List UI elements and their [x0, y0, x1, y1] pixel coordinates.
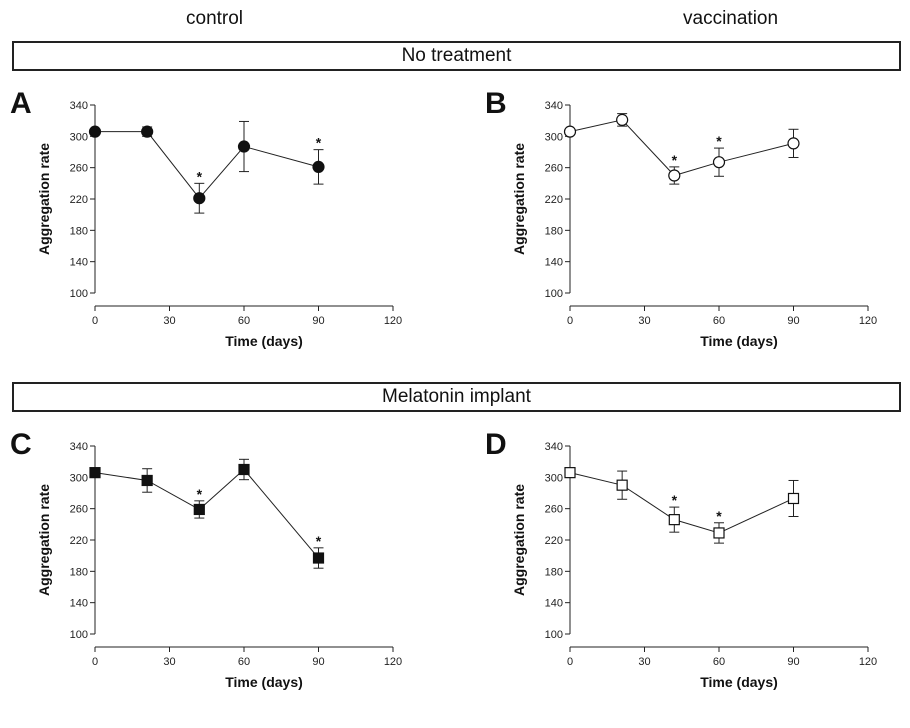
y-tick-label: 300 [545, 131, 563, 143]
y-tick-label: 100 [70, 629, 88, 641]
y-tick-label: 140 [545, 598, 563, 610]
y-tick-label: 100 [545, 629, 563, 641]
data-point [789, 493, 799, 503]
y-tick-label: 300 [70, 131, 88, 143]
data-point [194, 504, 204, 514]
significance-star: * [672, 492, 678, 508]
data-point [90, 126, 101, 137]
y-tick-label: 220 [545, 194, 563, 206]
x-tick-label: 120 [859, 656, 877, 668]
y-tick-label: 220 [545, 535, 563, 547]
x-tick-label: 60 [713, 656, 725, 668]
y-tick-label: 180 [70, 225, 88, 237]
data-point [669, 170, 680, 181]
panel-b: B 100 140 180 220 260 300 340 0 30 60 90 120 Time (d… [485, 87, 910, 387]
y-tick-label: 260 [70, 504, 88, 516]
y-tick-label: 340 [545, 441, 563, 453]
significance-star: * [197, 168, 203, 184]
data-point [565, 468, 575, 478]
band-no-treatment: No treatment [12, 41, 901, 71]
x-axis-title: Time (days) [225, 333, 303, 349]
panel-a: A 100 140 180 220 260 300 340 0 30 60 90 120 Time (d… [10, 87, 450, 387]
x-axis-title: Time (days) [700, 674, 778, 690]
data-point [617, 480, 627, 490]
significance-star: * [672, 152, 678, 168]
y-tick-label: 340 [545, 100, 563, 112]
x-axis-title: Time (days) [700, 333, 778, 349]
y-tick-label: 140 [545, 257, 563, 269]
chart-a: 100 140 180 220 260 300 340 0 30 60 90 120 Time (day… [10, 87, 450, 387]
y-tick-label: 100 [70, 288, 88, 300]
chart-d: 100 140 180 220 260 300 340 0 30 60 90 120 Time (day… [485, 428, 910, 728]
data-point [714, 157, 725, 168]
y-tick-label: 260 [545, 163, 563, 175]
significance-star: * [197, 486, 203, 502]
x-tick-label: 90 [787, 656, 799, 668]
x-tick-label: 60 [238, 315, 250, 327]
data-point [194, 193, 205, 204]
data-point [313, 161, 324, 172]
y-tick-label: 140 [70, 598, 88, 610]
x-tick-label: 90 [787, 315, 799, 327]
x-tick-label: 0 [92, 315, 98, 327]
series-line [95, 470, 319, 559]
data-point [788, 138, 799, 149]
x-tick-label: 30 [638, 315, 650, 327]
data-point [714, 528, 724, 538]
y-tick-label: 340 [70, 441, 88, 453]
y-tick-label: 300 [70, 472, 88, 484]
series-line [570, 120, 794, 176]
x-tick-label: 30 [163, 315, 175, 327]
y-tick-label: 300 [545, 472, 563, 484]
x-axis-title: Time (days) [225, 674, 303, 690]
column-header-control: control [186, 8, 243, 30]
x-tick-label: 90 [312, 315, 324, 327]
y-tick-label: 220 [70, 194, 88, 206]
y-tick-label: 180 [545, 566, 563, 578]
significance-star: * [316, 533, 322, 549]
y-tick-label: 180 [545, 225, 563, 237]
column-header-vaccination: vaccination [683, 8, 778, 30]
significance-star: * [716, 133, 722, 149]
series-line [95, 132, 319, 199]
data-point [314, 553, 324, 563]
chart-b: 100 140 180 220 260 300 340 0 30 60 90 120 Time (day… [485, 87, 910, 387]
y-axis-title: Aggregation rate [511, 484, 527, 596]
x-tick-label: 0 [567, 315, 573, 327]
x-tick-label: 60 [238, 656, 250, 668]
x-tick-label: 30 [163, 656, 175, 668]
significance-star: * [716, 508, 722, 524]
x-tick-label: 60 [713, 315, 725, 327]
data-point [142, 126, 153, 137]
significance-star: * [316, 135, 322, 151]
y-tick-label: 140 [70, 257, 88, 269]
data-point [617, 114, 628, 125]
data-point [239, 465, 249, 475]
x-tick-label: 0 [567, 656, 573, 668]
y-axis-title: Aggregation rate [36, 143, 52, 255]
data-point [565, 126, 576, 137]
series-line [570, 473, 794, 533]
y-tick-label: 260 [545, 504, 563, 516]
y-tick-label: 100 [545, 288, 563, 300]
x-tick-label: 120 [859, 315, 877, 327]
y-tick-label: 340 [70, 100, 88, 112]
panel-d: D 100 140 180 220 260 300 340 0 30 60 90 120 Time (d… [485, 428, 910, 728]
x-tick-label: 90 [312, 656, 324, 668]
y-tick-label: 180 [70, 566, 88, 578]
data-point [669, 515, 679, 525]
x-tick-label: 30 [638, 656, 650, 668]
data-point [142, 475, 152, 485]
x-tick-label: 120 [384, 656, 402, 668]
chart-c: 100 140 180 220 260 300 340 0 30 60 90 120 Time (day… [10, 428, 450, 728]
x-tick-label: 0 [92, 656, 98, 668]
panel-c: C 100 140 180 220 260 300 340 0 30 60 90 120 Time (d… [10, 428, 450, 728]
y-axis-title: Aggregation rate [511, 143, 527, 255]
data-point [239, 141, 250, 152]
data-point [90, 468, 100, 478]
y-tick-label: 220 [70, 535, 88, 547]
y-axis-title: Aggregation rate [36, 484, 52, 596]
x-tick-label: 120 [384, 315, 402, 327]
y-tick-label: 260 [70, 163, 88, 175]
